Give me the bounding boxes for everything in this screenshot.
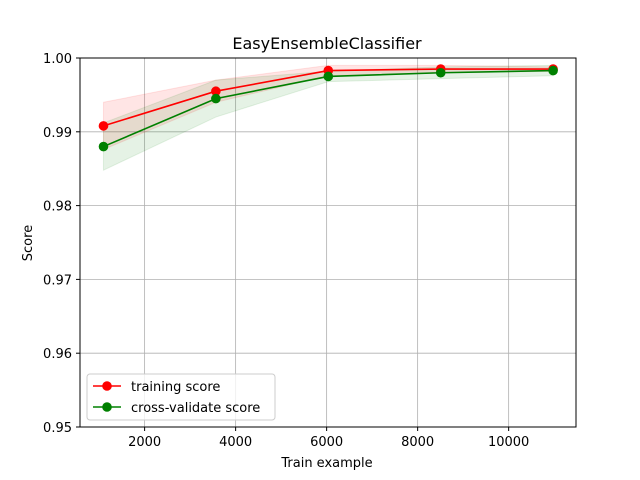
x-tick-label-2: 6000 bbox=[310, 435, 343, 450]
x-tick-label-1: 4000 bbox=[219, 435, 252, 450]
legend-marker-1 bbox=[102, 402, 112, 412]
point-series-0-0 bbox=[98, 121, 109, 131]
y-tick-label-4: 0.99 bbox=[43, 126, 72, 141]
y-tick-label-2: 0.97 bbox=[43, 273, 72, 288]
x-tick-label-4: 10000 bbox=[488, 435, 529, 450]
x-tick-label-0: 2000 bbox=[128, 435, 161, 450]
y-tick-label-5: 1.00 bbox=[43, 52, 72, 67]
legend-label-1: cross-validate score bbox=[131, 401, 260, 416]
legend-label-0: training score bbox=[131, 380, 220, 395]
point-series-1-4 bbox=[548, 65, 558, 76]
y-tick-label-1: 0.96 bbox=[43, 347, 72, 362]
y-tick-label-0: 0.95 bbox=[43, 421, 72, 436]
point-series-1-2 bbox=[323, 71, 334, 82]
legend-box bbox=[86, 373, 276, 421]
y-axis-label: Score bbox=[21, 225, 36, 261]
x-tick-label-3: 8000 bbox=[401, 435, 434, 450]
x-axis-label: Train example bbox=[280, 456, 372, 471]
y-tick-label-3: 0.98 bbox=[43, 200, 72, 215]
chart-title: EasyEnsembleClassifier bbox=[232, 34, 422, 53]
plot-area: 2000 4000 6000 8000 10000 0.95 0.96 0.97 0.98 0.9… bbox=[43, 52, 577, 450]
point-series-1-0 bbox=[98, 141, 109, 152]
legend-marker-0 bbox=[102, 381, 112, 391]
point-series-1-1 bbox=[211, 93, 221, 104]
point-series-1-3 bbox=[435, 67, 446, 78]
plot-frame bbox=[79, 57, 577, 428]
